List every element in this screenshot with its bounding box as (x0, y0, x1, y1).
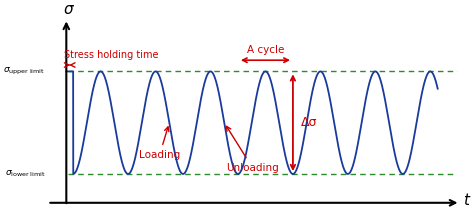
Text: Stress holding time: Stress holding time (64, 50, 159, 60)
Text: $\sigma_{\rm lower\ limit}$: $\sigma_{\rm lower\ limit}$ (5, 169, 46, 179)
Text: Unloading: Unloading (226, 126, 279, 173)
Text: A cycle: A cycle (247, 45, 284, 55)
Text: Loading: Loading (139, 127, 180, 160)
Text: Δσ: Δσ (301, 116, 317, 129)
Text: $t$: $t$ (464, 192, 472, 208)
Text: $\sigma$: $\sigma$ (64, 2, 75, 17)
Text: $\sigma_{\rm upper\ limit}$: $\sigma_{\rm upper\ limit}$ (3, 66, 46, 77)
